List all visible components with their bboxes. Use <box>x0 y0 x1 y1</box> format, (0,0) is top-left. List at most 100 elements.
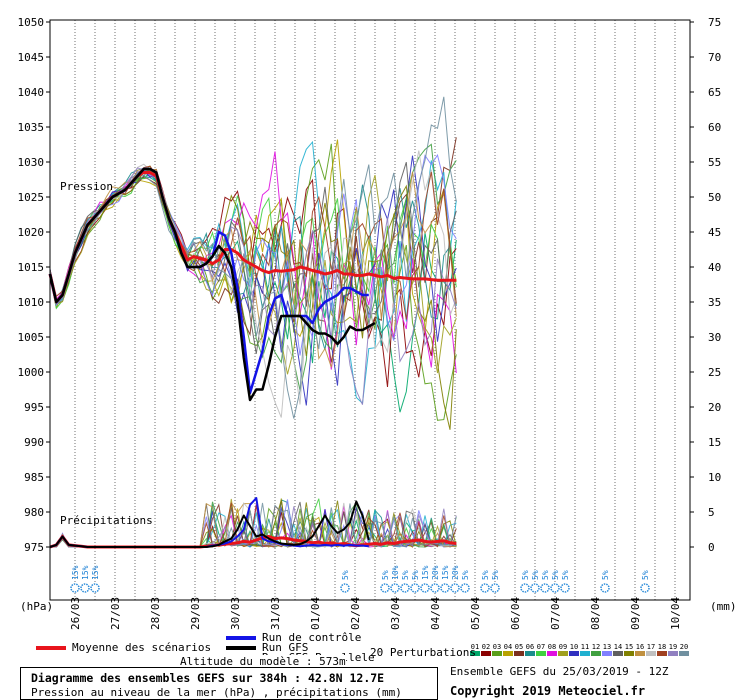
legend-perturbations: 20 Perturbations <box>370 646 476 659</box>
precip-tick-label: 50 <box>708 191 721 204</box>
snow-prob-label: 5% <box>561 570 570 580</box>
pressure-tick-label: 1025 <box>18 191 45 204</box>
perturbation-key-label: 02 <box>482 643 490 651</box>
x-tick-label: 01/04 <box>309 597 322 630</box>
snow-flake-icon <box>380 583 390 593</box>
perturbation-key-label: 20 <box>680 643 688 651</box>
snow-prob-label: 20% <box>451 565 460 580</box>
precip-tick-label: 5 <box>708 506 715 519</box>
precip-tick-label: 65 <box>708 86 721 99</box>
perturbation-key-swatch <box>503 651 513 656</box>
perturbation-key-swatch <box>569 651 579 656</box>
legend-altitude: Altitude du modèle : 573m <box>180 655 346 668</box>
x-tick-label: 05/04 <box>469 597 482 630</box>
pressure-tick-label: 1030 <box>18 156 45 169</box>
precip-tick-label: 70 <box>708 51 721 64</box>
snow-flake-icon <box>550 583 560 593</box>
precip-tick-label: 55 <box>708 156 721 169</box>
snow-flake-icon <box>80 583 90 593</box>
snow-flake-icon <box>520 583 530 593</box>
x-tick-label: 10/04 <box>669 597 682 630</box>
snow-prob-label: 5% <box>411 570 420 580</box>
snow-flake-icon <box>420 583 430 593</box>
snow-flake-icon <box>640 583 650 593</box>
perturbation-16-pressure-line <box>49 168 457 368</box>
perturbation-key-swatch <box>492 651 502 656</box>
snow-prob-label: 5% <box>551 570 560 580</box>
x-tick-label: 07/04 <box>549 597 562 630</box>
perturbation-key-label: 05 <box>515 643 523 651</box>
snow-prob-label: 5% <box>491 570 500 580</box>
snow-prob-label: 5% <box>481 570 490 580</box>
perturbation-key-label: 11 <box>581 643 589 651</box>
x-tick-label: 31/03 <box>269 597 282 630</box>
footer-title: Diagramme des ensembles GEFS sur 384h : … <box>31 671 385 685</box>
legend-gfs: Run GFS <box>226 641 308 654</box>
snow-prob-label: 5% <box>341 570 350 580</box>
precip-tick-label: 20 <box>708 401 721 414</box>
footer-copyright: Copyright 2019 Meteociel.fr <box>450 684 646 698</box>
perturbation-key-label: 18 <box>658 643 666 651</box>
right-axis-label: (mm) <box>710 600 737 613</box>
perturbation-key-label: 14 <box>614 643 622 651</box>
perturbation-key-label: 10 <box>570 643 578 651</box>
snow-prob-label: 5% <box>381 570 390 580</box>
perturbation-key-label: 04 <box>504 643 512 651</box>
perturbation-key-swatch <box>536 651 546 656</box>
x-tick-label: 08/04 <box>589 597 602 630</box>
x-tick-label: 04/04 <box>429 597 442 630</box>
precip-tick-label: 30 <box>708 331 721 344</box>
perturbation-key-label: 06 <box>526 643 534 651</box>
perturbation-key-swatch <box>558 651 568 656</box>
precip-tick-label: 45 <box>708 226 721 239</box>
perturbation-09-pressure-line <box>49 165 457 375</box>
perturbation-key-label: 16 <box>636 643 644 651</box>
legend-mean-label: Moyenne des scénarios <box>72 641 212 654</box>
precip-tick-label: 15 <box>708 436 721 449</box>
snow-prob-label: 5% <box>461 570 470 580</box>
perturbation-key-swatch <box>481 651 491 656</box>
pressure-tick-label: 990 <box>24 436 44 449</box>
pressure-tick-label: 1050 <box>18 16 45 29</box>
footer-subtitle: Pression au niveau de la mer (hPa) , pré… <box>31 686 402 699</box>
pressure-tick-label: 1045 <box>18 51 45 64</box>
snow-prob-label: 5% <box>601 570 610 580</box>
perturbation-key-label: 01 <box>471 643 479 651</box>
snow-flake-icon <box>460 583 470 593</box>
perturbation-key-swatch <box>514 651 524 656</box>
pressure-tick-label: 1040 <box>18 86 45 99</box>
perturbation-key-swatch <box>624 651 634 656</box>
legend-mean-swatch <box>36 646 66 650</box>
footer-title-box: Diagramme des ensembles GEFS sur 384h : … <box>20 667 438 700</box>
perturbation-13-pressure-line <box>49 153 457 356</box>
snow-flake-icon <box>480 583 490 593</box>
pressure-tick-label: 980 <box>24 506 44 519</box>
perturbation-key-label: 17 <box>647 643 655 651</box>
snow-flake-icon <box>440 583 450 593</box>
precip-tick-label: 35 <box>708 296 721 309</box>
x-tick-label: 02/04 <box>349 597 362 630</box>
snow-prob-label: 15% <box>91 565 100 580</box>
perturbation-key-swatch <box>470 651 480 656</box>
snow-prob-label: 10% <box>391 565 400 580</box>
precip-tick-label: 25 <box>708 366 721 379</box>
pressure-tick-label: 975 <box>24 541 44 554</box>
pressure-tick-label: 1035 <box>18 121 45 134</box>
pressure-tick-label: 985 <box>24 471 44 484</box>
snow-prob-label: 5% <box>521 570 530 580</box>
snow-flake-icon <box>490 583 500 593</box>
pressure-tick-label: 1020 <box>18 226 45 239</box>
x-tick-label: 29/03 <box>189 597 202 630</box>
perturbation-key-label: 12 <box>592 643 600 651</box>
legend-gfs-label: Run GFS <box>262 641 309 654</box>
perturbation-key-swatch <box>580 651 590 656</box>
snow-prob-label: 15% <box>71 565 80 580</box>
snow-flake-icon <box>410 583 420 593</box>
x-tick-label: 09/04 <box>629 597 642 630</box>
footer-ensemble: Ensemble GEFS du 25/03/2019 - 12Z <box>450 665 669 678</box>
precip-tick-label: 75 <box>708 16 721 29</box>
perturbation-17-pressure-line <box>49 150 457 418</box>
perturbation-key-swatch <box>635 651 645 656</box>
perturbation-key-swatch <box>657 651 667 656</box>
